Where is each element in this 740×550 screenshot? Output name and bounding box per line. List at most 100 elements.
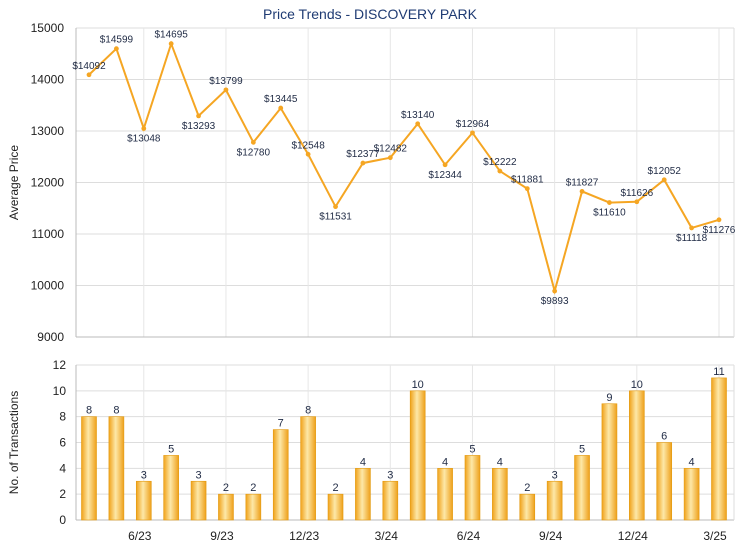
- tx-x-tick: 3/24: [375, 529, 399, 543]
- tx-bar-label: 3: [387, 469, 393, 481]
- tx-y-tick: 2: [59, 487, 66, 501]
- tx-bar: [601, 403, 618, 521]
- tx-bar-label: 4: [360, 456, 366, 468]
- tx-y-tick: 6: [59, 436, 66, 450]
- tx-x-tick: 6/23: [128, 529, 152, 543]
- price-point: [141, 126, 147, 131]
- tx-x-tick: 6/24: [457, 529, 481, 543]
- tx-bar-label: 10: [412, 379, 424, 391]
- tx-bar: [327, 493, 344, 521]
- tx-bar: [711, 377, 727, 521]
- price-data-label: $12222: [483, 157, 517, 168]
- price-data-label: $14695: [154, 30, 188, 41]
- tx-bar: [519, 493, 536, 521]
- price-data-label: $13048: [127, 134, 161, 145]
- tx-bar: [355, 468, 371, 521]
- tx-bar-label: 8: [113, 405, 119, 417]
- tx-bar-label: 5: [579, 443, 585, 455]
- price-data-label: $11827: [566, 177, 599, 188]
- tx-bar-label: 4: [689, 456, 695, 468]
- price-data-label: $11881: [511, 175, 544, 186]
- price-data-label: $9893: [541, 296, 569, 307]
- price-point: [415, 121, 421, 127]
- tx-bar: [81, 416, 97, 521]
- tx-y-tick: 12: [53, 358, 67, 372]
- tx-y-tick: 0: [59, 513, 66, 527]
- price-point: [470, 130, 475, 136]
- price-point: [278, 105, 284, 111]
- price-point: [552, 288, 558, 294]
- tx-bar: [382, 480, 399, 521]
- price-data-label: $12964: [456, 119, 490, 130]
- price-data-label: $12344: [428, 170, 462, 181]
- price-y-tick: 14000: [31, 73, 65, 87]
- tx-bar: [272, 429, 289, 521]
- price-point: [305, 151, 311, 157]
- price-point: [524, 186, 530, 192]
- price-data-label: $13293: [182, 121, 216, 132]
- price-point: [607, 200, 612, 205]
- price-point: [689, 225, 695, 231]
- tx-x-tick: 9/23: [210, 529, 234, 543]
- price-point: [387, 155, 393, 161]
- tx-bar: [574, 455, 590, 521]
- price-point: [196, 113, 201, 119]
- tx-x-tick: 12/24: [618, 529, 648, 543]
- tx-bar: [409, 390, 426, 521]
- tx-bar-label: 2: [332, 482, 338, 494]
- chart-title: Price Trends - DISCOVERY PARK: [263, 6, 477, 22]
- price-point: [634, 199, 640, 205]
- price-data-label: $13140: [401, 110, 435, 121]
- price-data-label: $14599: [100, 35, 134, 46]
- price-data-label: $12052: [648, 166, 682, 177]
- tx-bar-label: 10: [631, 379, 643, 391]
- tx-bar: [300, 416, 316, 521]
- price-data-label: $12548: [291, 140, 325, 151]
- tx-bar-label: 3: [196, 469, 202, 481]
- price-point: [223, 87, 229, 93]
- transactions-panel: 0 2 4 6 8 10 12 No. of Transactions 8 8 3 5 3 2 2 7 8 2 4 3…: [7, 358, 735, 543]
- price-y-tick: 11000: [32, 227, 65, 241]
- price-data-label: $12780: [237, 147, 271, 158]
- tx-bar: [464, 455, 481, 521]
- tx-bar-label: 2: [250, 482, 256, 494]
- price-point: [250, 139, 256, 145]
- price-series-line: [88, 40, 720, 295]
- tx-bar-label: 5: [168, 443, 174, 455]
- tx-bar: [492, 468, 508, 521]
- tx-y-tick: 10: [53, 384, 67, 398]
- tx-bar-label: 11: [713, 366, 724, 378]
- tx-x-tick: 9/24: [539, 529, 563, 543]
- tx-x-tick: 3/25: [703, 529, 727, 543]
- price-data-label: $11118: [676, 233, 708, 244]
- price-point: [579, 189, 585, 194]
- price-data-label: $11276: [703, 225, 736, 236]
- tx-bar-label: 9: [606, 392, 612, 404]
- tx-bar-label: 5: [469, 443, 475, 455]
- tx-bar: [546, 480, 563, 521]
- price-point: [716, 217, 722, 223]
- tx-bar: [163, 455, 179, 521]
- tx-bar-label: 4: [442, 456, 448, 468]
- price-panel: 9000 10000 11000 12000 13000 14000 15000 Averag…: [7, 21, 736, 344]
- tx-bar: [683, 468, 700, 521]
- price-point: [333, 204, 338, 210]
- price-y-tick: 12000: [31, 176, 65, 190]
- tx-bar-label: 8: [86, 405, 92, 417]
- price-data-label: $13799: [209, 76, 243, 87]
- price-y-axis-label: Average Price: [7, 145, 21, 220]
- price-data-label: $14092: [72, 61, 106, 72]
- tx-bar-label: 4: [497, 456, 503, 468]
- tx-bar: [108, 416, 125, 521]
- price-point: [360, 160, 366, 166]
- tx-bar-label: 2: [524, 482, 530, 494]
- price-point: [442, 162, 448, 168]
- price-point: [113, 46, 119, 52]
- tx-y-axis-label: No. of Transactions: [7, 391, 21, 494]
- price-data-label: $11610: [593, 208, 626, 219]
- price-data-label: $12482: [374, 144, 408, 155]
- tx-bar-label: 3: [552, 469, 558, 481]
- price-data-label: $11531: [319, 212, 352, 223]
- price-data-label: $11626: [621, 188, 654, 199]
- tx-bar-label: 7: [278, 418, 284, 430]
